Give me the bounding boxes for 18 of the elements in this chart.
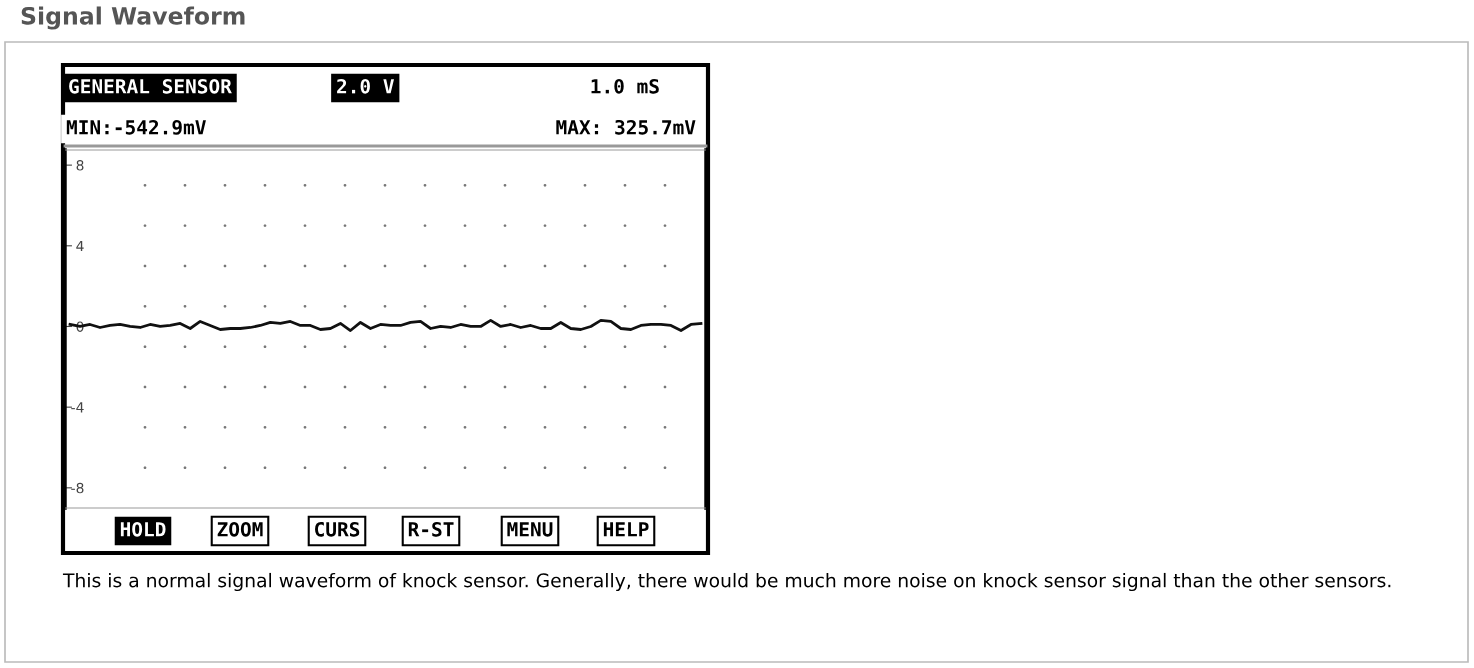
text: MENU	[507, 522, 553, 537]
text: MAX: 325.7mV	[556, 119, 696, 135]
text: HELP	[603, 522, 649, 537]
text: GENERAL SENSOR	[69, 78, 232, 94]
chart-title: Signal Waveform	[21, 6, 245, 30]
text: 1.0 mS	[591, 78, 659, 94]
text: ZOOM	[217, 521, 263, 537]
text: This is a normal signal waveform of knock sensor. Generally, there would be much more noise on knock sensor signal than the other sensors.	[62, 572, 1391, 592]
y-tick-label: 8	[76, 160, 84, 171]
y-tick-label: -8	[71, 482, 84, 494]
y-tick-label: 4	[76, 240, 84, 252]
line-series	[68, 319, 703, 332]
text: MIN:-542.9mV	[66, 119, 206, 135]
text: 2.0 V	[337, 78, 394, 94]
text: HOLD	[120, 521, 166, 537]
text: R-ST	[408, 521, 454, 537]
y-tick-label: -4	[71, 402, 84, 413]
text: CURS	[315, 521, 360, 537]
